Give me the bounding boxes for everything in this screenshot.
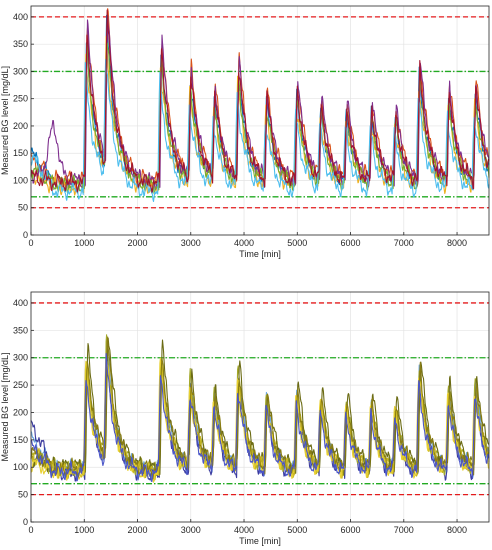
- top-y-tick-label: 50: [18, 203, 28, 213]
- bottom-y-tick-label: 50: [18, 490, 28, 500]
- bottom-x-ticks: 0 1000 2000 3000 4000 5000 6000 7000 8000: [28, 519, 467, 535]
- bottom-y-tick-label: 200: [13, 407, 28, 417]
- top-x-tick-label: 0: [28, 238, 33, 248]
- bottom-y-tick-label: 150: [13, 435, 28, 445]
- top-y-tick-label: 0: [23, 230, 28, 240]
- top-x-ticks: 0 1000 2000 3000 4000 5000 6000 7000 8000: [28, 232, 467, 248]
- bottom-y-tick-label: 100: [13, 462, 28, 472]
- top-x-tick-label: 6000: [341, 238, 361, 248]
- top-series-line-7: [30, 9, 490, 193]
- bottom-x-tick-label: 2000: [127, 525, 147, 535]
- bottom-x-tick-label: 1000: [74, 525, 94, 535]
- top-y-tick-label: 350: [13, 39, 28, 49]
- top-chart: 0 1000 2000 3000 4000 5000 6000 7000 8000 0 50 100…: [0, 5, 490, 259]
- bottom-chart: 0 1000 2000 3000 4000 5000 6000 7000 8000 0 50 100…: [0, 291, 490, 546]
- top-y-tick-label: 200: [13, 121, 28, 131]
- top-series-group: [30, 8, 490, 203]
- top-y-axis-label: Measured BG level [mg/dL]: [0, 66, 10, 175]
- top-x-axis-label: Time [min]: [239, 249, 281, 259]
- top-y-tick-label: 100: [13, 175, 28, 185]
- bottom-axes-frame: [30, 291, 490, 523]
- bottom-x-tick-label: 0: [28, 525, 33, 535]
- bottom-y-tick-label: 250: [13, 380, 28, 390]
- top-axes-frame: [30, 5, 490, 236]
- top-x-tick-label: 8000: [447, 238, 467, 248]
- bottom-x-tick-label: 3000: [181, 525, 201, 535]
- bottom-y-ticks: 0 50 100 150 200 250 300 350 400: [13, 298, 34, 527]
- bottom-y-tick-label: 300: [13, 353, 28, 363]
- top-x-tick-label: 5000: [287, 238, 307, 248]
- top-y-tick-label: 150: [13, 148, 28, 158]
- bottom-y-tick-label: 350: [13, 325, 28, 335]
- top-plot-area: [31, 6, 489, 235]
- top-y-ticks: 0 50 100 150 200 250 300 350 400: [13, 12, 34, 240]
- bottom-y-tick-label: 0: [23, 517, 28, 527]
- top-x-tick-label: 1000: [74, 238, 94, 248]
- bottom-x-tick-label: 4000: [234, 525, 254, 535]
- bottom-series-line-8: [30, 352, 490, 483]
- top-y-tick-label: 250: [13, 94, 28, 104]
- top-x-tick-label: 2000: [127, 238, 147, 248]
- bottom-series-group: [30, 334, 490, 483]
- top-x-tick-label: 7000: [394, 238, 414, 248]
- bottom-x-tick-label: 6000: [341, 525, 361, 535]
- top-x-tick-label: 4000: [234, 238, 254, 248]
- bottom-x-tick-label: 8000: [447, 525, 467, 535]
- bottom-threshold-lines: [31, 302, 489, 496]
- bottom-x-tick-label: 5000: [287, 525, 307, 535]
- top-y-tick-label: 400: [13, 12, 28, 22]
- top-x-tick-label: 3000: [181, 238, 201, 248]
- bottom-y-axis-label: Measured BG level [mg/dL]: [0, 352, 10, 461]
- bottom-x-tick-label: 7000: [394, 525, 414, 535]
- top-y-tick-label: 300: [13, 66, 28, 76]
- bottom-x-axis-label: Time [min]: [239, 536, 281, 546]
- bottom-y-tick-label: 400: [13, 298, 28, 308]
- bottom-plot-area: [31, 292, 489, 522]
